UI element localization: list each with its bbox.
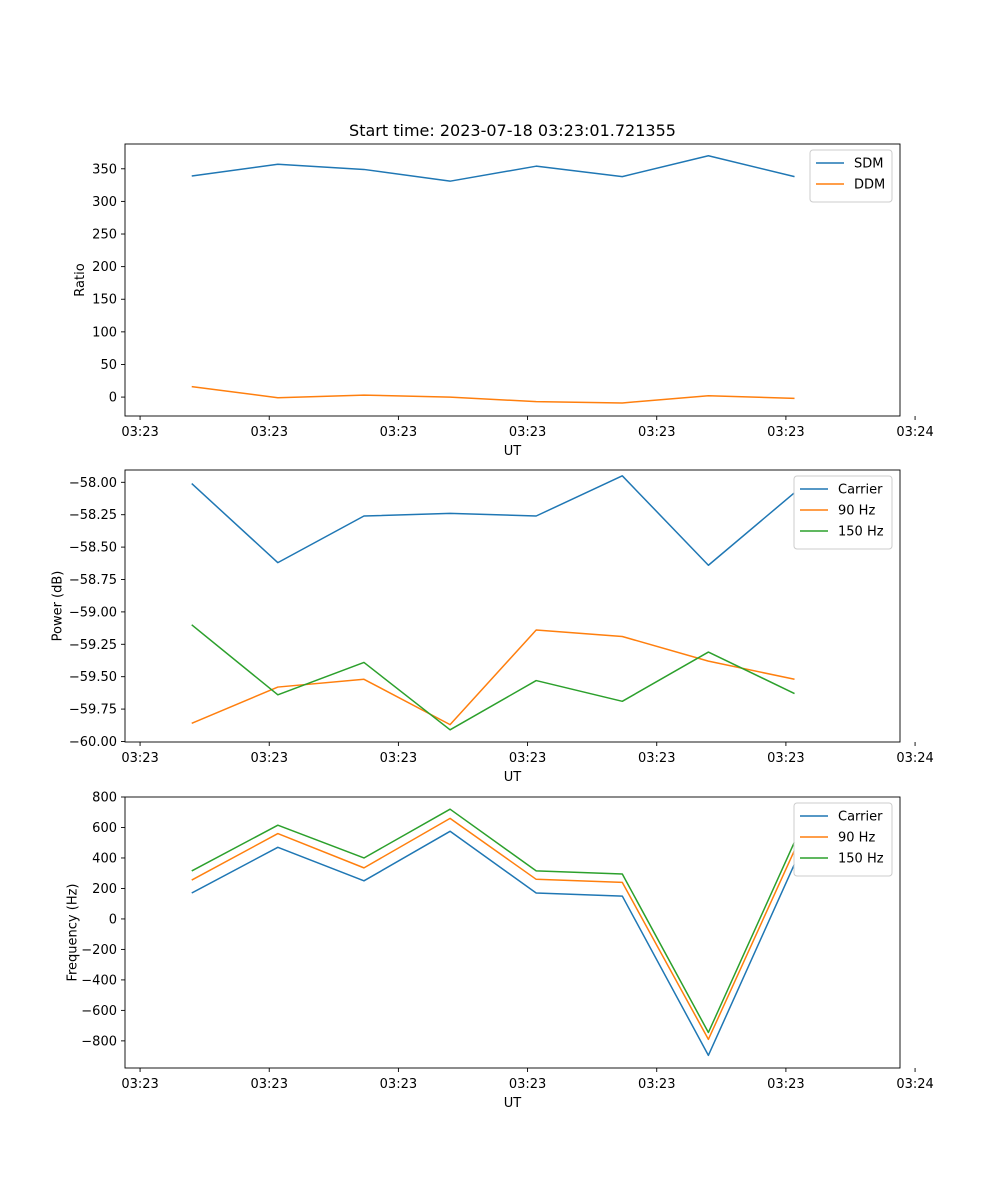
x-tick-label: 03:23 xyxy=(121,1077,158,1092)
y-tick-label: −58.50 xyxy=(69,541,117,556)
legend-entry-label: Carrier xyxy=(838,810,883,825)
plot-frame xyxy=(124,143,901,417)
x-tick-label: 03:23 xyxy=(509,1077,546,1092)
plot-frame xyxy=(124,469,901,743)
y-tick-label: 600 xyxy=(92,821,117,836)
y-tick-label: −58.25 xyxy=(69,508,117,523)
y-axis-label: Frequency (Hz) xyxy=(66,883,81,981)
y-tick-label: 200 xyxy=(92,260,117,275)
chart-panel-3: 03:23 03:23 03:23 03:23 03:23 03:23 03:24 UT −80… xyxy=(66,791,934,1112)
y-tick-label: 200 xyxy=(92,882,117,897)
legend: Carrier 90 Hz 150 Hz xyxy=(793,475,893,550)
y-tick-label: −59.75 xyxy=(69,703,117,718)
y-tick-label: −59.50 xyxy=(69,670,117,685)
y-tick-label: 350 xyxy=(92,162,117,177)
y-tick-label: −600 xyxy=(81,1004,117,1019)
y-axis-label: Power (dB) xyxy=(50,571,65,642)
y-tick-label: 300 xyxy=(92,195,117,210)
charts-container: 03:23 03:23 03:23 03:23 03:23 03:23 03:24 UT 0 50… xyxy=(50,143,934,1112)
x-tick-label: 03:23 xyxy=(251,1077,288,1092)
y-tick-label: −60.00 xyxy=(69,735,117,750)
y-tick-label: 250 xyxy=(92,228,117,243)
x-axis-label: UT xyxy=(504,1096,522,1111)
x-tick-label: 03:23 xyxy=(380,1077,417,1092)
plot-frame xyxy=(124,796,901,1069)
y-tick-label: −200 xyxy=(81,943,117,958)
y-tick-label: −59.00 xyxy=(69,605,117,620)
legend: Carrier 90 Hz 150 Hz xyxy=(793,802,893,877)
x-tick-label: 03:24 xyxy=(896,425,933,440)
figure-title: Start time: 2023-07-18 03:23:01.721355 xyxy=(349,121,676,140)
legend-entry-label: DDM xyxy=(854,178,885,193)
legend: SDM DDM xyxy=(809,149,893,203)
x-tick-label: 03:23 xyxy=(767,425,804,440)
chart-panel-2: 03:23 03:23 03:23 03:23 03:23 03:23 03:24 UT −60… xyxy=(50,469,934,785)
chart-panel-1: 03:23 03:23 03:23 03:23 03:23 03:23 03:24 UT 0 50… xyxy=(73,143,934,459)
y-tick-label: 800 xyxy=(92,791,117,806)
series-line-carrier xyxy=(191,475,795,566)
y-tick-label: 400 xyxy=(92,851,117,866)
x-tick-label: 03:23 xyxy=(638,751,675,766)
x-tick-label: 03:23 xyxy=(251,425,288,440)
y-tick-label: 150 xyxy=(92,293,117,308)
y-tick-label: −58.00 xyxy=(69,476,117,491)
x-tick-label: 03:24 xyxy=(896,751,933,766)
x-tick-label: 03:23 xyxy=(509,751,546,766)
x-tick-label: 03:23 xyxy=(251,751,288,766)
x-axis-label: UT xyxy=(504,444,522,459)
x-tick-label: 03:23 xyxy=(767,1077,804,1092)
x-tick-label: 03:23 xyxy=(638,425,675,440)
y-tick-label: 0 xyxy=(109,391,117,406)
series-line-90-hz xyxy=(191,629,795,726)
y-tick-label: −400 xyxy=(81,973,117,988)
x-tick-label: 03:23 xyxy=(121,425,158,440)
x-tick-label: 03:23 xyxy=(380,425,417,440)
legend-entry-label: 150 Hz xyxy=(838,525,884,540)
series-line-90-hz xyxy=(191,817,796,1041)
legend-entry-label: 90 Hz xyxy=(838,504,875,519)
series-line-150-hz xyxy=(191,808,796,1034)
y-tick-label: 0 xyxy=(109,912,117,927)
legend-entry-label: 90 Hz xyxy=(838,831,875,846)
series-line-carrier xyxy=(191,830,796,1057)
y-tick-label: 100 xyxy=(92,325,117,340)
x-tick-label: 03:23 xyxy=(121,751,158,766)
x-tick-label: 03:23 xyxy=(767,751,804,766)
y-axis-label: Ratio xyxy=(73,263,88,296)
y-tick-label: 50 xyxy=(100,358,117,373)
legend-entry-label: SDM xyxy=(854,157,883,172)
legend-entry-label: 150 Hz xyxy=(838,852,884,867)
x-tick-label: 03:23 xyxy=(509,425,546,440)
x-tick-label: 03:23 xyxy=(638,1077,675,1092)
series-line-150-hz xyxy=(191,624,795,731)
x-tick-label: 03:24 xyxy=(896,1077,933,1092)
series-line-ddm xyxy=(191,385,795,404)
legend-entry-label: Carrier xyxy=(838,483,883,498)
x-axis-label: UT xyxy=(504,770,522,785)
series-line-sdm xyxy=(191,154,795,182)
y-tick-label: −59.25 xyxy=(69,638,117,653)
x-tick-label: 03:23 xyxy=(380,751,417,766)
y-tick-label: −800 xyxy=(81,1034,117,1049)
y-tick-label: −58.75 xyxy=(69,573,117,588)
